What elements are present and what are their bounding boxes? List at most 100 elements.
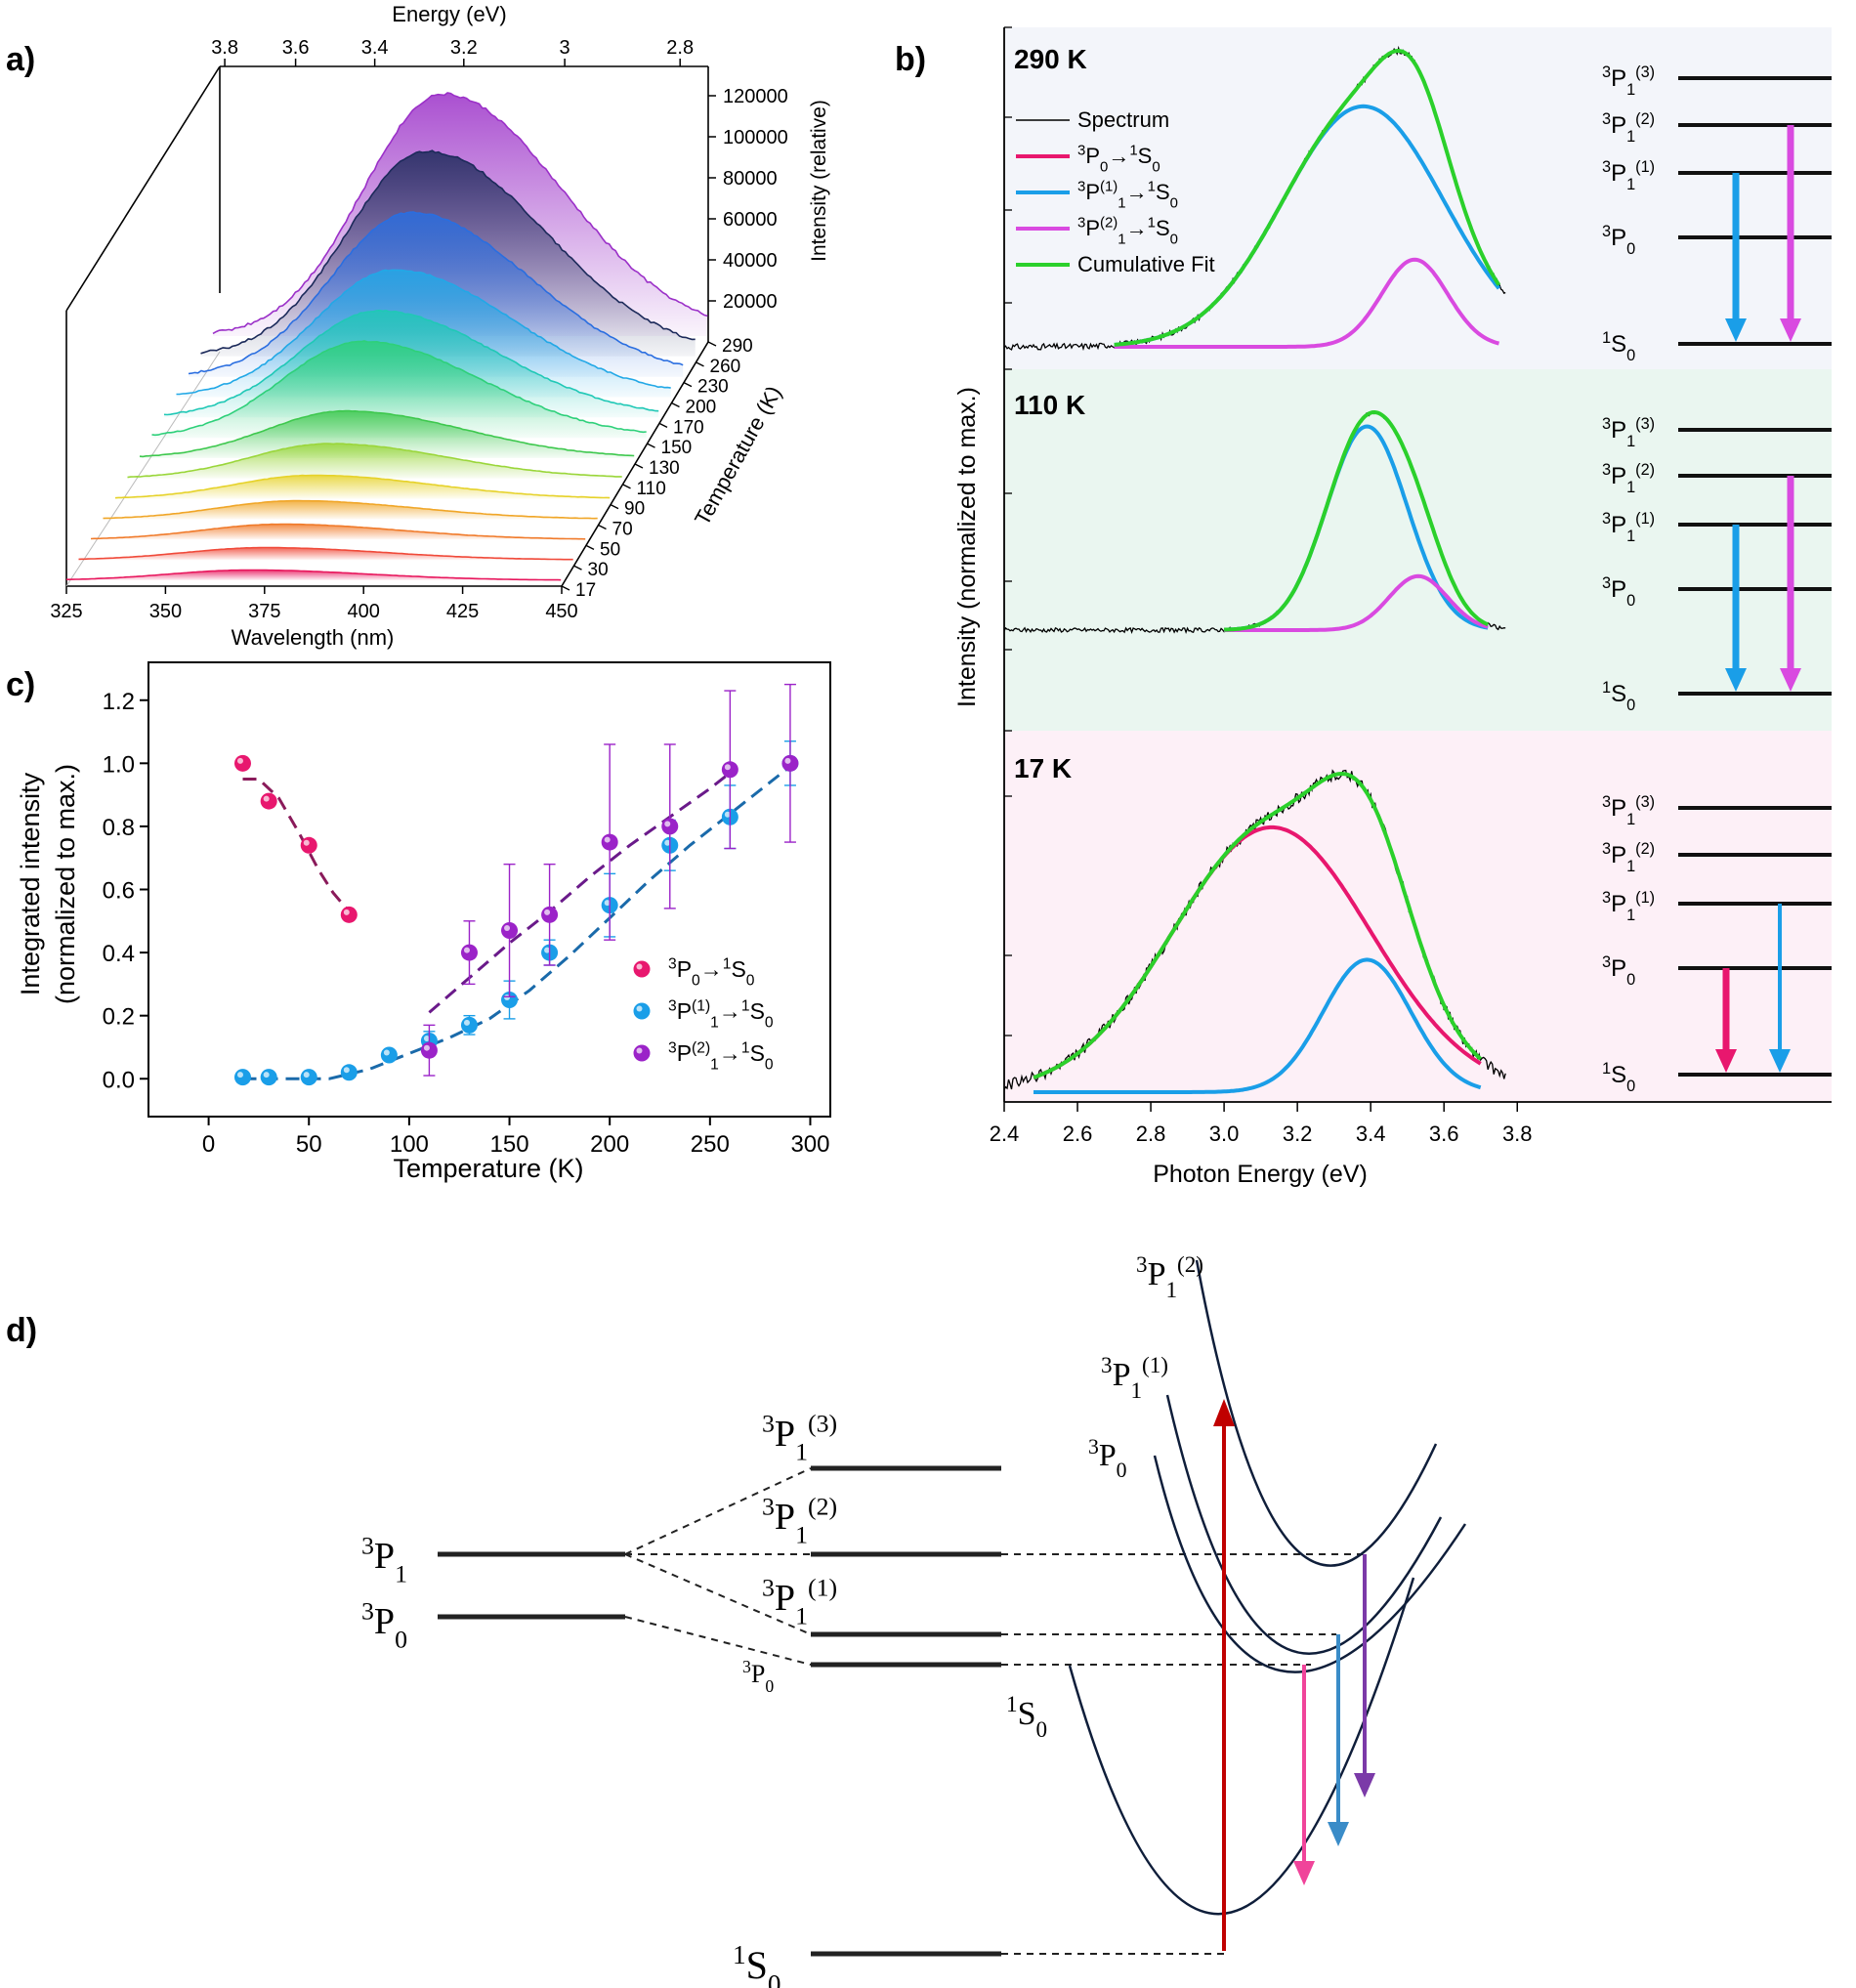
data-point-highlight	[423, 1036, 430, 1041]
temperature-tick-label: 90	[624, 499, 645, 520]
x-tick-label: 3.0	[1209, 1121, 1240, 1146]
transition-arrow-head	[1725, 668, 1747, 692]
level-label: 3P1(1)	[1602, 510, 1655, 545]
level-label: 3P1(2)	[1602, 110, 1655, 146]
temperature-tick-label: 30	[588, 560, 609, 580]
legend-marker	[633, 1044, 651, 1062]
y-tick-label: 0.2	[103, 1004, 135, 1031]
level-label: 3P1(1)	[1602, 889, 1655, 924]
spectrum-line-200K	[176, 269, 671, 396]
data-point-highlight	[544, 947, 551, 953]
spectrum-fill-110K	[127, 444, 622, 479]
level-label: 3P0	[1602, 223, 1635, 258]
x-tick-label: 100	[390, 1131, 429, 1158]
temperature-tick	[561, 585, 570, 591]
legend-marker	[633, 1002, 651, 1020]
spectrum-line-130K	[139, 409, 635, 458]
x-tick-label: 250	[691, 1131, 730, 1158]
x2-tick-label: 3.2	[450, 37, 478, 59]
data-point-highlight	[664, 821, 671, 827]
transition-arrow-head	[1725, 318, 1747, 342]
temperature-tick-label: 200	[686, 398, 717, 418]
data-point-highlight	[343, 1067, 350, 1074]
panel-b-label-17k: 17 K	[1014, 753, 1072, 783]
data-point-highlight	[303, 1072, 310, 1079]
curve-label: 3P1(2)	[1136, 1252, 1203, 1303]
temperature-tick	[573, 565, 582, 571]
panel-a-frame-line	[65, 65, 221, 312]
level-label-3p1: 3P1	[361, 1532, 407, 1588]
y-tick-label: 0.6	[103, 878, 135, 905]
data-point	[340, 906, 358, 923]
split-level-label: 3P1(2)	[762, 1493, 837, 1549]
z-tick-label: 20000	[723, 291, 778, 313]
data-point-highlight	[604, 836, 611, 843]
data-point-highlight	[303, 839, 310, 846]
panel-c-legend: 3P0→1S0 3P(1)1→1S0 3P(2)1→1S0	[633, 955, 774, 1074]
panel-b-y-label: Intensity (normalized to max.)	[953, 387, 981, 707]
excitation-arrow-head	[1213, 1399, 1235, 1426]
data-point	[601, 833, 618, 851]
transition-arrow-head	[1780, 668, 1801, 692]
data-point	[260, 792, 277, 810]
temperature-tick	[622, 484, 631, 489]
spectrum-fill-150K	[151, 341, 647, 439]
data-point	[233, 754, 251, 772]
temperature-tick	[707, 341, 717, 347]
emission-arrow-3p1-1-head	[1328, 1822, 1349, 1846]
spectrum-line-290K	[212, 92, 708, 335]
x-tick-label: 425	[446, 601, 479, 622]
legend-marker	[633, 960, 651, 978]
panel-b-label-290k: 290 K	[1014, 44, 1087, 74]
split-level-label: 3P1(3)	[762, 1410, 837, 1466]
temperature-tick	[683, 382, 693, 388]
level-label: 3P1(2)	[1602, 840, 1655, 875]
panel-a-x-label: Wavelength (nm)	[232, 625, 395, 650]
level-label: 3P0	[1602, 953, 1635, 989]
x-tick-label: 325	[50, 601, 82, 622]
data-point	[460, 1016, 478, 1034]
split-level-label: 1S0	[733, 1940, 780, 1988]
curve-3p0	[1153, 1455, 1467, 1673]
level-label: 3P0	[1602, 574, 1635, 610]
y-tick-label: 0.0	[103, 1067, 135, 1093]
spectrum-fill-50K	[91, 524, 586, 540]
x-tick-label: 3.4	[1356, 1121, 1386, 1146]
x-tick-label: 400	[348, 601, 380, 622]
data-point	[541, 906, 559, 923]
level-label-3p0: 3P0	[361, 1597, 407, 1654]
level-label: 1S0	[1602, 329, 1635, 364]
legend-label: 3P0→1S0	[668, 955, 755, 989]
temperature-tick-label: 130	[649, 458, 680, 479]
spectrum-line-170K	[163, 309, 659, 416]
data-point	[501, 921, 519, 939]
data-point-highlight	[504, 924, 511, 931]
x-tick-label: 200	[590, 1131, 629, 1158]
level-label: 3P1(3)	[1602, 793, 1655, 828]
data-point-highlight	[236, 1072, 243, 1079]
data-point	[721, 761, 738, 779]
x-tick-label: 3.2	[1283, 1121, 1313, 1146]
x-tick-label: 375	[248, 601, 280, 622]
spectrum-line-230K	[188, 211, 684, 375]
transition-arrow-head	[1769, 1049, 1791, 1073]
connector	[624, 1553, 812, 1635]
fit-component	[1033, 957, 1482, 1094]
spectrum-line-150K	[151, 340, 647, 437]
emission-arrow-3p1-2-head	[1354, 1773, 1375, 1798]
spectrum-line-110K	[127, 443, 622, 479]
connector	[624, 1616, 812, 1666]
level-label: 1S0	[1602, 679, 1635, 714]
x-tick-label: 3.6	[1429, 1121, 1459, 1146]
data-point-highlight	[236, 757, 243, 764]
panel-b-bg-110k	[1004, 369, 1832, 731]
x-tick-label: 0	[202, 1131, 215, 1158]
data-point-highlight	[544, 909, 551, 915]
legend-label: Cumulative Fit	[1077, 252, 1215, 276]
spectrum-line-260K	[200, 149, 696, 355]
curve-1s0	[1068, 1577, 1415, 1916]
temperature-tick	[585, 544, 595, 550]
legend-label: 3P(1)1→1S0	[668, 997, 774, 1031]
data-point	[781, 754, 799, 772]
curve-label: 1S0	[1006, 1692, 1047, 1743]
